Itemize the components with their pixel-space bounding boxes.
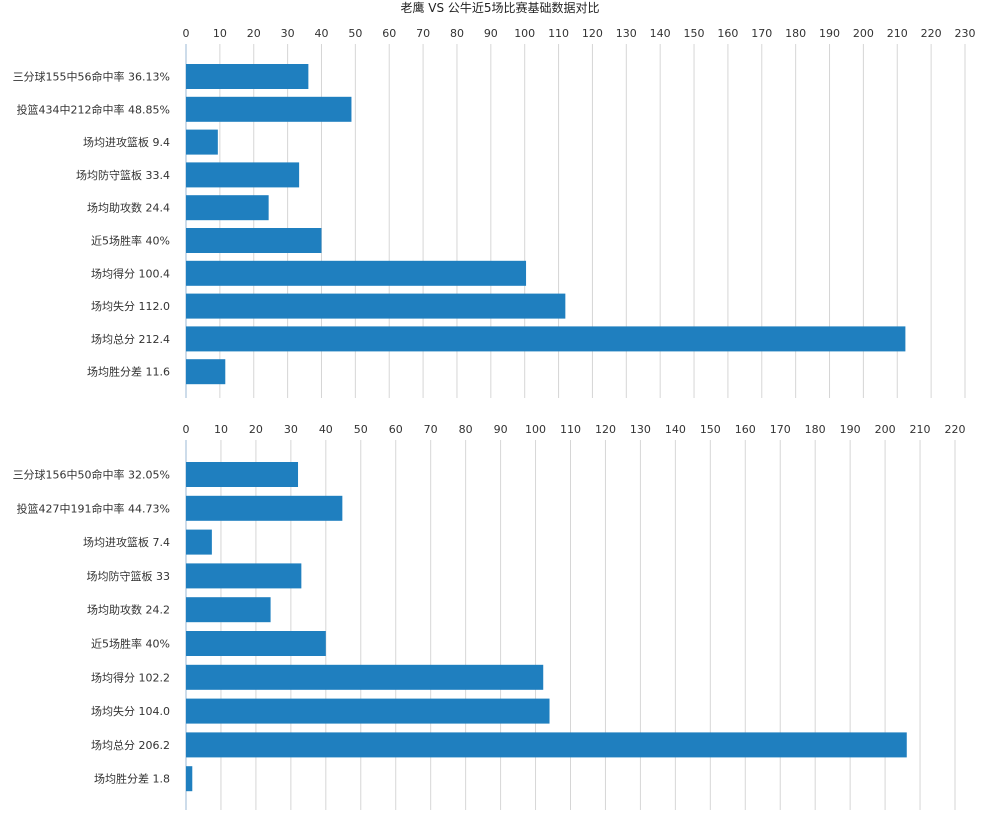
x-tick-label: 50 <box>348 27 362 40</box>
category-label: 场均失分 104.0 <box>91 704 170 718</box>
x-tick-label: 70 <box>416 27 430 40</box>
bar <box>186 529 212 555</box>
category-label: 场均总分 212.4 <box>91 332 170 346</box>
category-label: 场均胜分差 11.6 <box>87 365 170 379</box>
x-tick-label: 210 <box>887 27 908 40</box>
x-tick-label: 40 <box>319 423 333 436</box>
x-tick-label: 130 <box>616 27 637 40</box>
bar <box>186 96 352 122</box>
bar <box>186 326 906 352</box>
x-tick-label: 170 <box>770 423 791 436</box>
bar <box>186 228 322 253</box>
x-tick-label: 110 <box>548 27 569 40</box>
category-label: 场均失分 112.0 <box>91 299 170 313</box>
x-tick-label: 80 <box>459 423 473 436</box>
x-tick-label: 150 <box>700 423 721 436</box>
x-tick-label: 0 <box>183 423 190 436</box>
x-tick-label: 40 <box>314 27 328 40</box>
category-label: 场均得分 102.2 <box>91 670 170 684</box>
x-tick-label: 200 <box>853 27 874 40</box>
bar <box>186 664 544 690</box>
x-tick-label: 170 <box>751 27 772 40</box>
x-tick-label: 180 <box>805 423 826 436</box>
bar <box>186 162 300 188</box>
x-tick-label: 130 <box>630 423 651 436</box>
x-tick-label: 20 <box>249 423 263 436</box>
bar <box>186 462 299 487</box>
category-label: 近5场胜率 40% <box>91 234 170 248</box>
x-tick-label: 200 <box>875 423 896 436</box>
x-tick-label: 100 <box>514 27 535 40</box>
x-tick-label: 120 <box>595 423 616 436</box>
category-label: 场均防守篮板 33 <box>87 569 171 583</box>
bar <box>186 359 226 385</box>
x-tick-label: 30 <box>284 423 298 436</box>
x-tick-label: 220 <box>945 423 966 436</box>
bar <box>186 195 269 221</box>
bar <box>186 563 302 589</box>
x-tick-label: 140 <box>665 423 686 436</box>
x-tick-label: 110 <box>560 423 581 436</box>
x-tick-label: 100 <box>525 423 546 436</box>
x-tick-label: 190 <box>840 423 861 436</box>
category-label: 场均进攻篮板 9.4 <box>83 135 170 149</box>
bar <box>186 732 907 758</box>
bar <box>186 260 527 286</box>
x-tick-label: 150 <box>684 27 705 40</box>
category-label: 场均总分 206.2 <box>91 738 170 752</box>
x-tick-label: 120 <box>582 27 603 40</box>
x-tick-label: 10 <box>213 27 227 40</box>
chart-title: 老鹰 VS 公牛近5场比赛基础数据对比 <box>400 1 600 15</box>
bar <box>186 766 193 792</box>
bar <box>186 129 218 155</box>
category-label: 投篮427中191命中率 44.73% <box>17 501 170 515</box>
category-label: 场均得分 100.4 <box>91 266 170 280</box>
x-tick-label: 230 <box>955 27 976 40</box>
x-tick-label: 70 <box>424 423 438 436</box>
x-tick-label: 90 <box>484 27 498 40</box>
bar <box>186 293 566 319</box>
category-label: 场均助攻数 24.4 <box>87 201 170 215</box>
x-tick-label: 60 <box>382 27 396 40</box>
x-tick-label: 180 <box>785 27 806 40</box>
x-tick-label: 80 <box>450 27 464 40</box>
x-tick-label: 220 <box>921 27 942 40</box>
category-label: 场均防守篮板 33.4 <box>76 168 170 182</box>
x-tick-label: 90 <box>494 423 508 436</box>
category-label: 近5场胜率 40% <box>91 637 170 651</box>
category-label: 三分球155中56命中率 36.13% <box>13 70 170 84</box>
category-label: 场均胜分差 1.8 <box>94 772 170 786</box>
x-tick-label: 30 <box>281 27 295 40</box>
category-label: 三分球156中50命中率 32.05% <box>13 468 170 482</box>
x-tick-label: 210 <box>910 423 931 436</box>
category-label: 场均进攻篮板 7.4 <box>83 535 170 549</box>
x-tick-label: 20 <box>247 27 261 40</box>
x-tick-label: 10 <box>214 423 228 436</box>
bar <box>186 495 343 521</box>
x-tick-label: 60 <box>389 423 403 436</box>
x-tick-label: 140 <box>650 27 671 40</box>
category-label: 场均助攻数 24.2 <box>87 603 170 617</box>
x-tick-label: 160 <box>735 423 756 436</box>
x-tick-label: 0 <box>183 27 190 40</box>
x-tick-label: 190 <box>819 27 840 40</box>
bar <box>186 631 326 656</box>
bar <box>186 597 271 623</box>
category-label: 投篮434中212命中率 48.85% <box>17 102 170 116</box>
x-tick-label: 50 <box>354 423 368 436</box>
bar <box>186 698 550 724</box>
bar <box>186 64 309 89</box>
chart-panel-1: 0 10 20 30 40 50 60 70 80 90 100 110 120 130 140 150 160… <box>13 27 976 398</box>
x-tick-label: 160 <box>717 27 738 40</box>
chart-panel-2: 0 10 20 30 40 50 60 70 80 90 100 110 120 130 140 150 160… <box>13 423 966 810</box>
